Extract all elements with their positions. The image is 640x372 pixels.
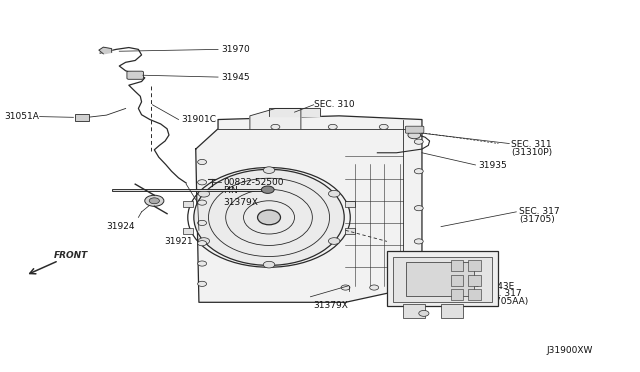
Bar bbox=[345, 201, 355, 207]
Circle shape bbox=[419, 310, 429, 316]
Text: PIN: PIN bbox=[223, 186, 238, 195]
Circle shape bbox=[198, 190, 210, 197]
Circle shape bbox=[198, 281, 207, 286]
Circle shape bbox=[198, 261, 207, 266]
Circle shape bbox=[414, 169, 423, 174]
Text: 31924: 31924 bbox=[106, 222, 135, 231]
Text: (31705AA): (31705AA) bbox=[481, 297, 529, 306]
Circle shape bbox=[198, 241, 207, 246]
Text: 31901C: 31901C bbox=[181, 115, 216, 124]
Circle shape bbox=[328, 124, 337, 129]
Circle shape bbox=[328, 238, 340, 244]
Polygon shape bbox=[196, 116, 422, 302]
Circle shape bbox=[271, 124, 280, 129]
Circle shape bbox=[198, 160, 207, 164]
Circle shape bbox=[261, 186, 274, 193]
Circle shape bbox=[341, 285, 350, 290]
Bar bbox=[345, 228, 355, 234]
FancyBboxPatch shape bbox=[127, 71, 143, 79]
Circle shape bbox=[198, 220, 207, 225]
Text: SEC. 310: SEC. 310 bbox=[314, 100, 355, 109]
Circle shape bbox=[328, 190, 340, 197]
Bar bbox=[182, 228, 193, 234]
Bar bbox=[182, 201, 193, 207]
Text: 31943E: 31943E bbox=[481, 282, 515, 291]
FancyBboxPatch shape bbox=[394, 257, 492, 302]
Text: 31970: 31970 bbox=[221, 45, 250, 54]
Circle shape bbox=[408, 131, 420, 139]
Circle shape bbox=[370, 285, 379, 290]
Text: 00832-52500: 00832-52500 bbox=[223, 178, 284, 187]
Ellipse shape bbox=[257, 210, 280, 225]
Text: J31900XW: J31900XW bbox=[546, 346, 593, 355]
Bar bbox=[468, 289, 481, 301]
FancyBboxPatch shape bbox=[387, 251, 499, 306]
Circle shape bbox=[380, 124, 388, 129]
Circle shape bbox=[198, 180, 207, 185]
Text: SEC. 311: SEC. 311 bbox=[511, 140, 552, 149]
Bar bbox=[451, 275, 463, 286]
Bar bbox=[75, 113, 89, 121]
Bar bbox=[468, 260, 481, 271]
Bar bbox=[403, 304, 425, 318]
Circle shape bbox=[198, 238, 210, 244]
Text: 31051A: 31051A bbox=[4, 112, 40, 121]
Bar bbox=[468, 275, 481, 286]
Circle shape bbox=[414, 268, 423, 273]
Polygon shape bbox=[250, 109, 301, 129]
Text: 31379X: 31379X bbox=[223, 198, 258, 207]
Bar bbox=[441, 304, 463, 318]
Text: SEC. 317: SEC. 317 bbox=[481, 289, 521, 298]
Circle shape bbox=[263, 167, 275, 173]
Circle shape bbox=[145, 195, 164, 206]
Text: 31935: 31935 bbox=[478, 161, 507, 170]
Circle shape bbox=[401, 285, 410, 290]
Circle shape bbox=[263, 261, 275, 268]
Circle shape bbox=[414, 239, 423, 244]
Polygon shape bbox=[99, 47, 111, 54]
Circle shape bbox=[414, 206, 423, 211]
Bar bbox=[451, 260, 463, 271]
Text: (31705): (31705) bbox=[519, 215, 555, 224]
Text: 31379X: 31379X bbox=[314, 301, 349, 311]
Polygon shape bbox=[269, 109, 320, 116]
Circle shape bbox=[149, 198, 159, 204]
Text: 31921: 31921 bbox=[164, 237, 193, 246]
FancyBboxPatch shape bbox=[405, 126, 424, 133]
Text: FRONT: FRONT bbox=[54, 251, 88, 260]
Bar bbox=[451, 289, 463, 301]
Ellipse shape bbox=[194, 169, 344, 265]
Text: 31945: 31945 bbox=[221, 73, 250, 81]
Text: SEC. 317: SEC. 317 bbox=[519, 207, 559, 217]
FancyBboxPatch shape bbox=[406, 262, 474, 296]
Circle shape bbox=[198, 200, 207, 205]
Text: (31310P): (31310P) bbox=[511, 148, 552, 157]
Circle shape bbox=[414, 139, 423, 144]
